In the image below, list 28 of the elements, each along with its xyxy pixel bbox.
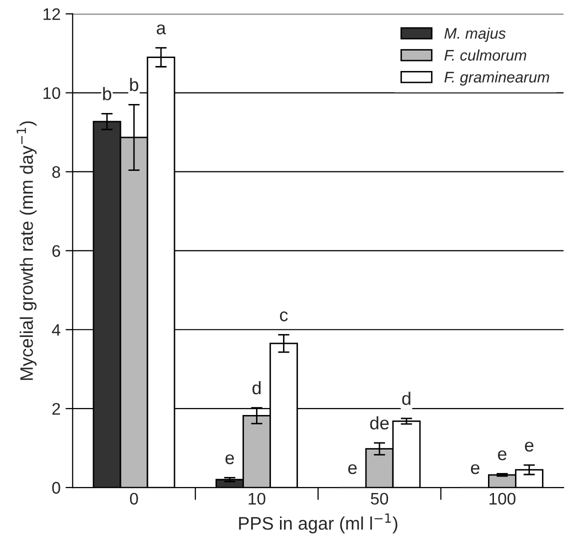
y-tick-label: 12 [44,8,60,20]
data-label: de [370,416,389,430]
data-label: b [130,78,138,92]
y-tick-label: 4 [52,324,60,336]
data-label: e [348,464,357,474]
data-label: e [524,442,534,452]
y-tick-label: 8 [52,166,60,178]
y-tick-label: 0 [52,482,60,494]
x-tick-label: 50 [370,492,388,505]
x-tick-label: 0 [130,492,138,505]
data-label: a [156,24,166,34]
data-label: b [103,87,112,100]
data-label: e [470,464,480,474]
legend-label: F. graminearum [444,71,550,86]
legend-label: M. majus [444,28,506,42]
x-axis-title: PPS in agar (ml l$^{−1}$) [239,513,398,534]
y-tick-label: 6 [52,245,60,257]
y-tick-label: 2 [52,402,60,415]
data-label: e [225,454,234,464]
legend-label: F. culmorum [444,49,526,61]
y-axis-title: Mycelial growth rate (mm day$^{−1}$) [16,121,37,380]
data-label: e [498,450,506,460]
y-tick-label: 10 [44,87,60,99]
x-tick-label: 100 [490,492,516,505]
data-label: d [402,392,410,406]
data-label: d [252,381,261,394]
x-tick-label: 10 [248,492,266,505]
data-label: c [280,311,288,322]
